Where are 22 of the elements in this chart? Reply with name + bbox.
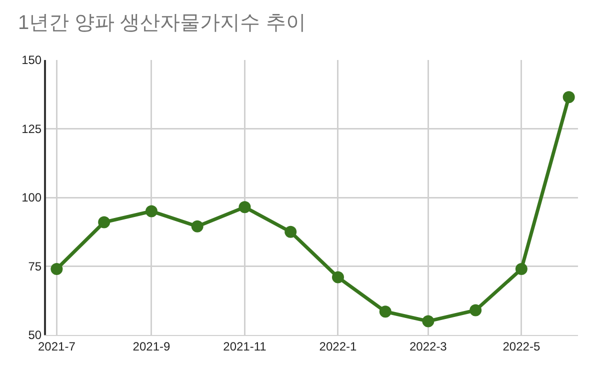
point — [191, 220, 204, 232]
x-tick-label: 2022-5 — [502, 339, 540, 354]
point — [562, 91, 575, 104]
x-tick-label: 2021-9 — [132, 339, 170, 354]
y-tick-label: 125 — [22, 122, 42, 136]
chart-title: 1년간 양파 생산자물가지수 추이 — [18, 12, 306, 34]
point — [470, 304, 482, 316]
point — [332, 271, 344, 284]
x-tick-label: 2022-3 — [409, 339, 448, 354]
point — [515, 263, 528, 275]
point — [145, 205, 158, 218]
point — [50, 263, 63, 275]
x-tick-label: 2021-11 — [223, 339, 267, 354]
point — [98, 216, 110, 228]
point — [379, 306, 392, 318]
point — [422, 315, 434, 328]
y-tick-label: 75 — [28, 259, 42, 274]
point — [238, 201, 251, 214]
y-tick-label: 100 — [22, 190, 42, 205]
point — [284, 226, 297, 238]
x-tick-label: 2022-1 — [319, 339, 357, 354]
y-tick-label: 150 — [22, 53, 42, 68]
